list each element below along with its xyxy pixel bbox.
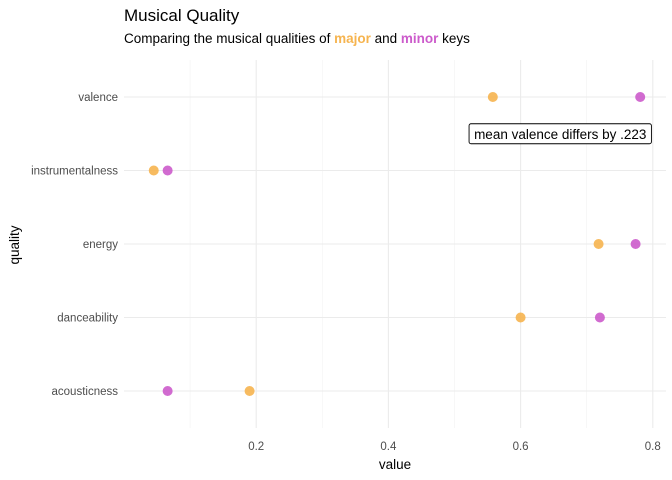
x-tick-labels: 0.2 0.4 0.6 0.8 <box>248 441 661 453</box>
minor-point-danceability <box>594 312 605 323</box>
minor-point-acousticness <box>162 386 173 396</box>
x-tick-label: 0.2 <box>248 441 264 453</box>
major-point-danceability <box>515 312 526 323</box>
x-tick-label: 0.6 <box>513 441 529 453</box>
subtitle-suffix: keys <box>438 31 470 46</box>
minor-point-instrumentalness <box>162 165 173 176</box>
y-tick-label: energy <box>83 239 118 251</box>
annotation-text: mean valence differs by .223 <box>474 127 646 142</box>
subtitle-minor-word: minor <box>401 31 439 46</box>
y-tick-labels: valence instrumentalness energy danceabilit… <box>31 92 118 398</box>
y-tick-label: valence <box>78 92 118 104</box>
data-points <box>148 92 646 396</box>
subtitle-middle: and <box>371 31 401 46</box>
major-point-energy <box>593 239 604 249</box>
y-axis-title: quality <box>7 225 22 264</box>
major-point-valence <box>487 92 498 102</box>
x-axis-title: value <box>379 457 411 472</box>
annotation: mean valence differs by .223 <box>468 123 652 145</box>
y-tick-label: instrumentalness <box>31 166 118 178</box>
x-tick-label: 0.4 <box>380 441 397 453</box>
annotation-box <box>468 123 652 145</box>
y-tick-label: danceability <box>57 313 118 325</box>
x-tick-label: 0.8 <box>645 441 661 453</box>
minor-point-valence <box>635 92 646 102</box>
chart-subtitle: Comparing the musical qualities of major… <box>124 31 470 46</box>
subtitle-major-word: major <box>334 31 372 46</box>
major-point-instrumentalness <box>148 165 159 176</box>
y-tick-label: acousticness <box>52 386 119 398</box>
chart-title: Musical Quality <box>124 6 240 25</box>
subtitle-prefix: Comparing the musical qualities of <box>124 31 334 46</box>
grid <box>124 60 666 428</box>
major-point-acousticness <box>244 386 255 396</box>
minor-point-energy <box>630 239 641 249</box>
